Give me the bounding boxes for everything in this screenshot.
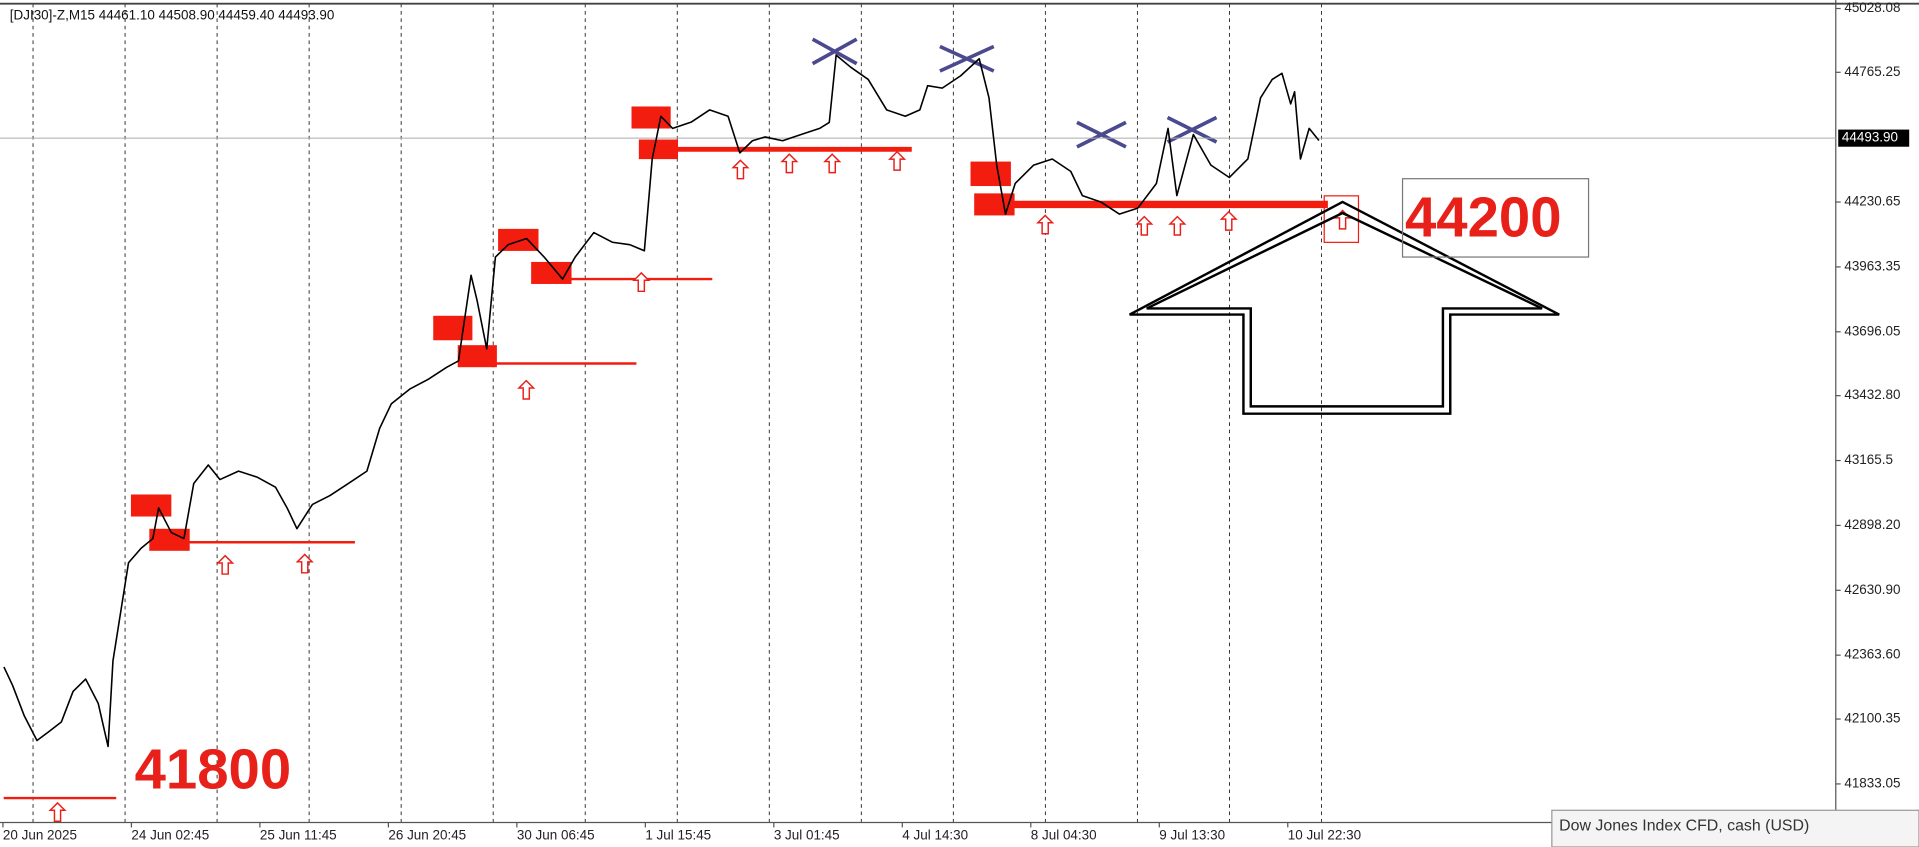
zone bbox=[149, 528, 190, 551]
cross bbox=[811, 37, 858, 66]
y-tick-label: 42363.60 bbox=[1844, 647, 1900, 662]
x-tick-label: 20 Jun 2025 bbox=[3, 828, 77, 843]
zone bbox=[970, 161, 1011, 187]
x-tick-label: 3 Jul 01:45 bbox=[774, 828, 840, 843]
annotation: 44200 bbox=[1405, 185, 1562, 248]
cross bbox=[939, 44, 995, 73]
y-tick-label: 42898.20 bbox=[1844, 517, 1900, 532]
y-tick-label: 42100.35 bbox=[1844, 711, 1900, 726]
x-tick-label: 24 Jun 02:45 bbox=[131, 828, 209, 843]
marker-box bbox=[1323, 195, 1360, 243]
y-tick-label: 45028.08 bbox=[1844, 0, 1900, 15]
y-tick-label: 43696.05 bbox=[1844, 323, 1900, 338]
y-tick-label: 44765.25 bbox=[1844, 64, 1900, 79]
y-tick-label: 43165.5 bbox=[1844, 452, 1893, 467]
zone bbox=[433, 315, 473, 341]
big-arrow-inner bbox=[1146, 211, 1543, 408]
zone bbox=[631, 106, 671, 129]
x-tick-label: 8 Jul 04:30 bbox=[1031, 828, 1097, 843]
tooltip: Dow Jones Index CFD, cash (USD) bbox=[1559, 817, 1809, 834]
current-price-label: 44493.90 bbox=[1842, 130, 1898, 145]
x-tick-label: 10 Jul 22:30 bbox=[1288, 828, 1361, 843]
price-line bbox=[3, 54, 1320, 748]
annotation: 41800 bbox=[135, 737, 292, 800]
y-tick-label: 42630.90 bbox=[1844, 582, 1900, 597]
big-arrow bbox=[1129, 200, 1560, 415]
x-tick-label: 26 Jun 20:45 bbox=[388, 828, 466, 843]
y-tick-label: 43963.35 bbox=[1844, 258, 1900, 273]
y-tick-label: 43432.80 bbox=[1844, 387, 1900, 402]
x-tick-label: 30 Jun 06:45 bbox=[517, 828, 595, 843]
label-box bbox=[1401, 178, 1590, 258]
y-tick-label: 41833.05 bbox=[1844, 775, 1900, 790]
zone bbox=[457, 345, 497, 368]
y-tick-label: 44230.65 bbox=[1844, 194, 1900, 209]
current-price-box bbox=[1838, 129, 1910, 147]
header: [DJI30]-Z,M15 44461.10 44508.90 44459.40… bbox=[10, 7, 335, 22]
x-tick-label: 9 Jul 13:30 bbox=[1159, 828, 1225, 843]
x-tick-label: 25 Jun 11:45 bbox=[260, 828, 337, 843]
tooltip-box bbox=[1551, 809, 1919, 847]
zone bbox=[130, 494, 172, 517]
cross bbox=[1076, 120, 1127, 149]
x-tick-label: 1 Jul 15:45 bbox=[645, 828, 711, 843]
x-tick-label: 4 Jul 14:30 bbox=[902, 828, 968, 843]
